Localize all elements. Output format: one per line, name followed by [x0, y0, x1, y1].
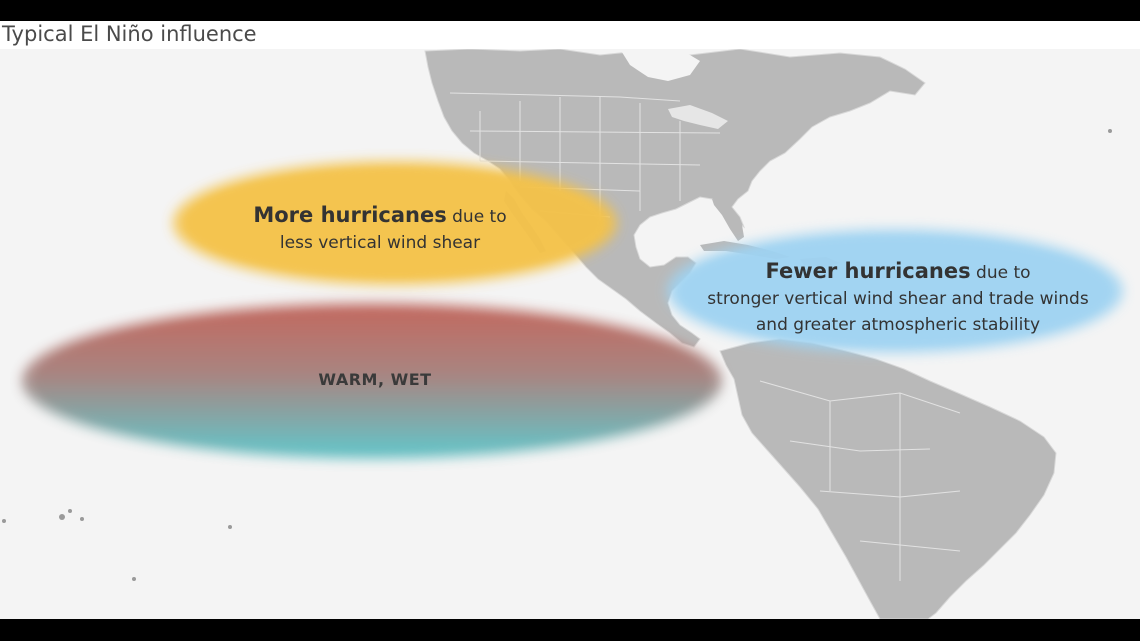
map-canvas: More hurricanes due to less vertical win… — [0, 21, 1140, 619]
map-graphic — [2, 48, 1123, 619]
fewer-hurricanes-strong: Fewer hurricanes — [765, 259, 971, 283]
more-hurricanes-label: More hurricanes due to less vertical win… — [195, 202, 565, 256]
fewer-hurricanes-label: Fewer hurricanes due to stronger vertica… — [668, 258, 1128, 338]
fewer-hurricanes-reason-2: and greater atmospheric stability — [755, 315, 1041, 335]
fewer-hurricanes-due-to: due to — [970, 263, 1031, 283]
title-bar: Typical El Niño influence — [0, 21, 1140, 49]
pacific-islands — [2, 129, 1112, 581]
south-america-borders — [759, 380, 961, 581]
hudson-bay — [620, 49, 700, 81]
great-lakes — [668, 105, 728, 129]
warm-wet-label: WARM, WET — [318, 370, 432, 389]
more-hurricanes-due-to: due to — [446, 207, 507, 227]
south-america-landmass — [719, 338, 1057, 619]
page-title: Typical El Niño influence — [2, 22, 257, 46]
more-hurricanes-reason: less vertical wind shear — [279, 233, 481, 253]
florida — [712, 199, 744, 241]
fewer-hurricanes-reason-1: stronger vertical wind shear and trade w… — [707, 289, 1089, 309]
more-hurricanes-strong: More hurricanes — [253, 203, 447, 227]
